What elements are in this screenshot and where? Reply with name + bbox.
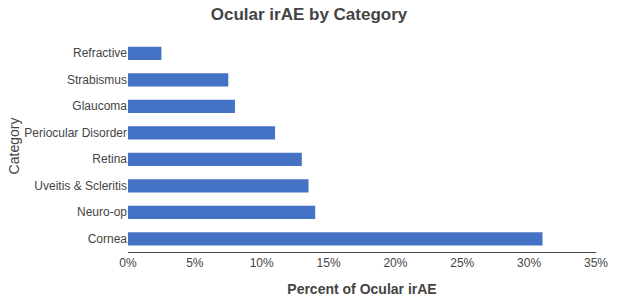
svg-text:Neuro-op: Neuro-op bbox=[77, 205, 127, 219]
svg-text:Percent of Ocular irAE: Percent of Ocular irAE bbox=[287, 281, 436, 297]
svg-text:Cornea: Cornea bbox=[88, 232, 128, 246]
svg-text:30%: 30% bbox=[517, 256, 541, 270]
svg-text:Uveitis & Scleritis: Uveitis & Scleritis bbox=[34, 179, 127, 193]
svg-text:35%: 35% bbox=[584, 256, 608, 270]
svg-text:25%: 25% bbox=[450, 256, 474, 270]
svg-text:Periocular Disorder: Periocular Disorder bbox=[24, 126, 127, 140]
svg-text:Strabismus: Strabismus bbox=[67, 73, 127, 87]
svg-text:Glaucoma: Glaucoma bbox=[72, 99, 127, 113]
svg-text:Refractive: Refractive bbox=[73, 46, 127, 60]
svg-text:0%: 0% bbox=[119, 256, 137, 270]
svg-text:Ocular irAE by Category: Ocular irAE by Category bbox=[211, 5, 408, 24]
svg-text:5%: 5% bbox=[186, 256, 204, 270]
svg-text:20%: 20% bbox=[383, 256, 407, 270]
svg-text:10%: 10% bbox=[250, 256, 274, 270]
svg-text:15%: 15% bbox=[317, 256, 341, 270]
svg-text:Category: Category bbox=[6, 118, 22, 175]
svg-text:Retina: Retina bbox=[92, 152, 127, 166]
